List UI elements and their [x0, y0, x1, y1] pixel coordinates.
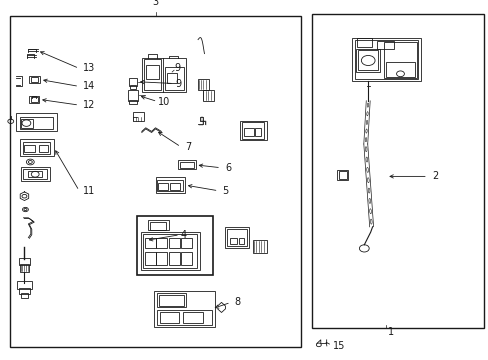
Text: 2: 2: [431, 171, 437, 181]
Bar: [170, 183, 180, 190]
Bar: [203, 90, 213, 101]
Bar: [160, 312, 179, 323]
Text: 1: 1: [387, 327, 393, 337]
Bar: [19, 258, 30, 265]
Text: 12: 12: [83, 100, 95, 110]
Text: 9: 9: [174, 63, 180, 73]
Bar: [28, 171, 42, 177]
Bar: [156, 252, 167, 265]
Bar: [150, 222, 165, 230]
Bar: [169, 252, 180, 265]
Bar: [23, 142, 50, 154]
Bar: [130, 85, 136, 89]
Bar: [386, 62, 414, 77]
Bar: [167, 73, 177, 83]
Bar: [148, 220, 168, 230]
Bar: [144, 238, 155, 248]
Bar: [253, 240, 266, 253]
Bar: [20, 117, 53, 129]
Bar: [229, 238, 237, 244]
Bar: [10, 16, 300, 347]
Bar: [143, 234, 197, 268]
Bar: [337, 170, 347, 180]
Bar: [157, 293, 186, 307]
Bar: [133, 112, 143, 121]
Bar: [356, 38, 371, 47]
Bar: [142, 58, 185, 92]
Bar: [20, 119, 33, 128]
Bar: [255, 128, 261, 136]
Bar: [20, 167, 50, 181]
Text: 3: 3: [152, 0, 158, 7]
Bar: [354, 40, 417, 79]
Bar: [128, 90, 138, 101]
Bar: [155, 177, 184, 193]
Text: 5: 5: [222, 186, 228, 196]
Bar: [311, 14, 483, 328]
Bar: [198, 79, 208, 90]
Bar: [183, 312, 203, 323]
Bar: [165, 67, 183, 90]
Bar: [357, 50, 378, 70]
Bar: [244, 128, 254, 136]
Bar: [20, 264, 29, 272]
Bar: [129, 78, 137, 86]
Bar: [143, 59, 161, 90]
Bar: [178, 160, 195, 169]
Bar: [376, 41, 393, 49]
Bar: [23, 169, 47, 179]
Text: 15: 15: [332, 341, 344, 351]
Bar: [157, 180, 183, 191]
Bar: [16, 113, 57, 131]
Bar: [338, 171, 346, 179]
Bar: [238, 238, 244, 244]
Bar: [20, 139, 54, 156]
Text: 14: 14: [83, 81, 95, 91]
Bar: [224, 227, 249, 248]
Bar: [31, 77, 38, 82]
Bar: [227, 229, 246, 246]
Text: 11: 11: [83, 186, 95, 196]
Bar: [157, 310, 211, 325]
Bar: [29, 96, 39, 103]
Text: 8: 8: [234, 297, 241, 307]
Text: 10: 10: [158, 96, 170, 107]
Bar: [137, 216, 212, 275]
Bar: [355, 49, 380, 72]
Bar: [145, 65, 159, 79]
Bar: [39, 145, 48, 152]
Bar: [141, 232, 199, 270]
Text: 13: 13: [83, 63, 95, 73]
Bar: [19, 288, 30, 294]
Text: 7: 7: [184, 142, 191, 152]
Text: 6: 6: [224, 163, 231, 173]
Text: 4: 4: [181, 230, 187, 240]
Bar: [158, 183, 168, 190]
Bar: [239, 121, 266, 140]
Bar: [24, 145, 35, 152]
Bar: [159, 295, 184, 306]
Bar: [17, 281, 32, 289]
Bar: [181, 252, 191, 265]
Bar: [169, 238, 180, 248]
Bar: [31, 97, 38, 102]
Bar: [181, 238, 191, 248]
Bar: [29, 76, 40, 83]
Bar: [351, 38, 420, 81]
Bar: [242, 122, 264, 139]
Bar: [156, 238, 167, 248]
Bar: [154, 291, 215, 327]
Bar: [144, 252, 155, 265]
Bar: [180, 162, 193, 168]
Bar: [129, 100, 137, 104]
Bar: [20, 293, 28, 298]
Bar: [383, 42, 416, 78]
Text: 9: 9: [175, 78, 181, 89]
